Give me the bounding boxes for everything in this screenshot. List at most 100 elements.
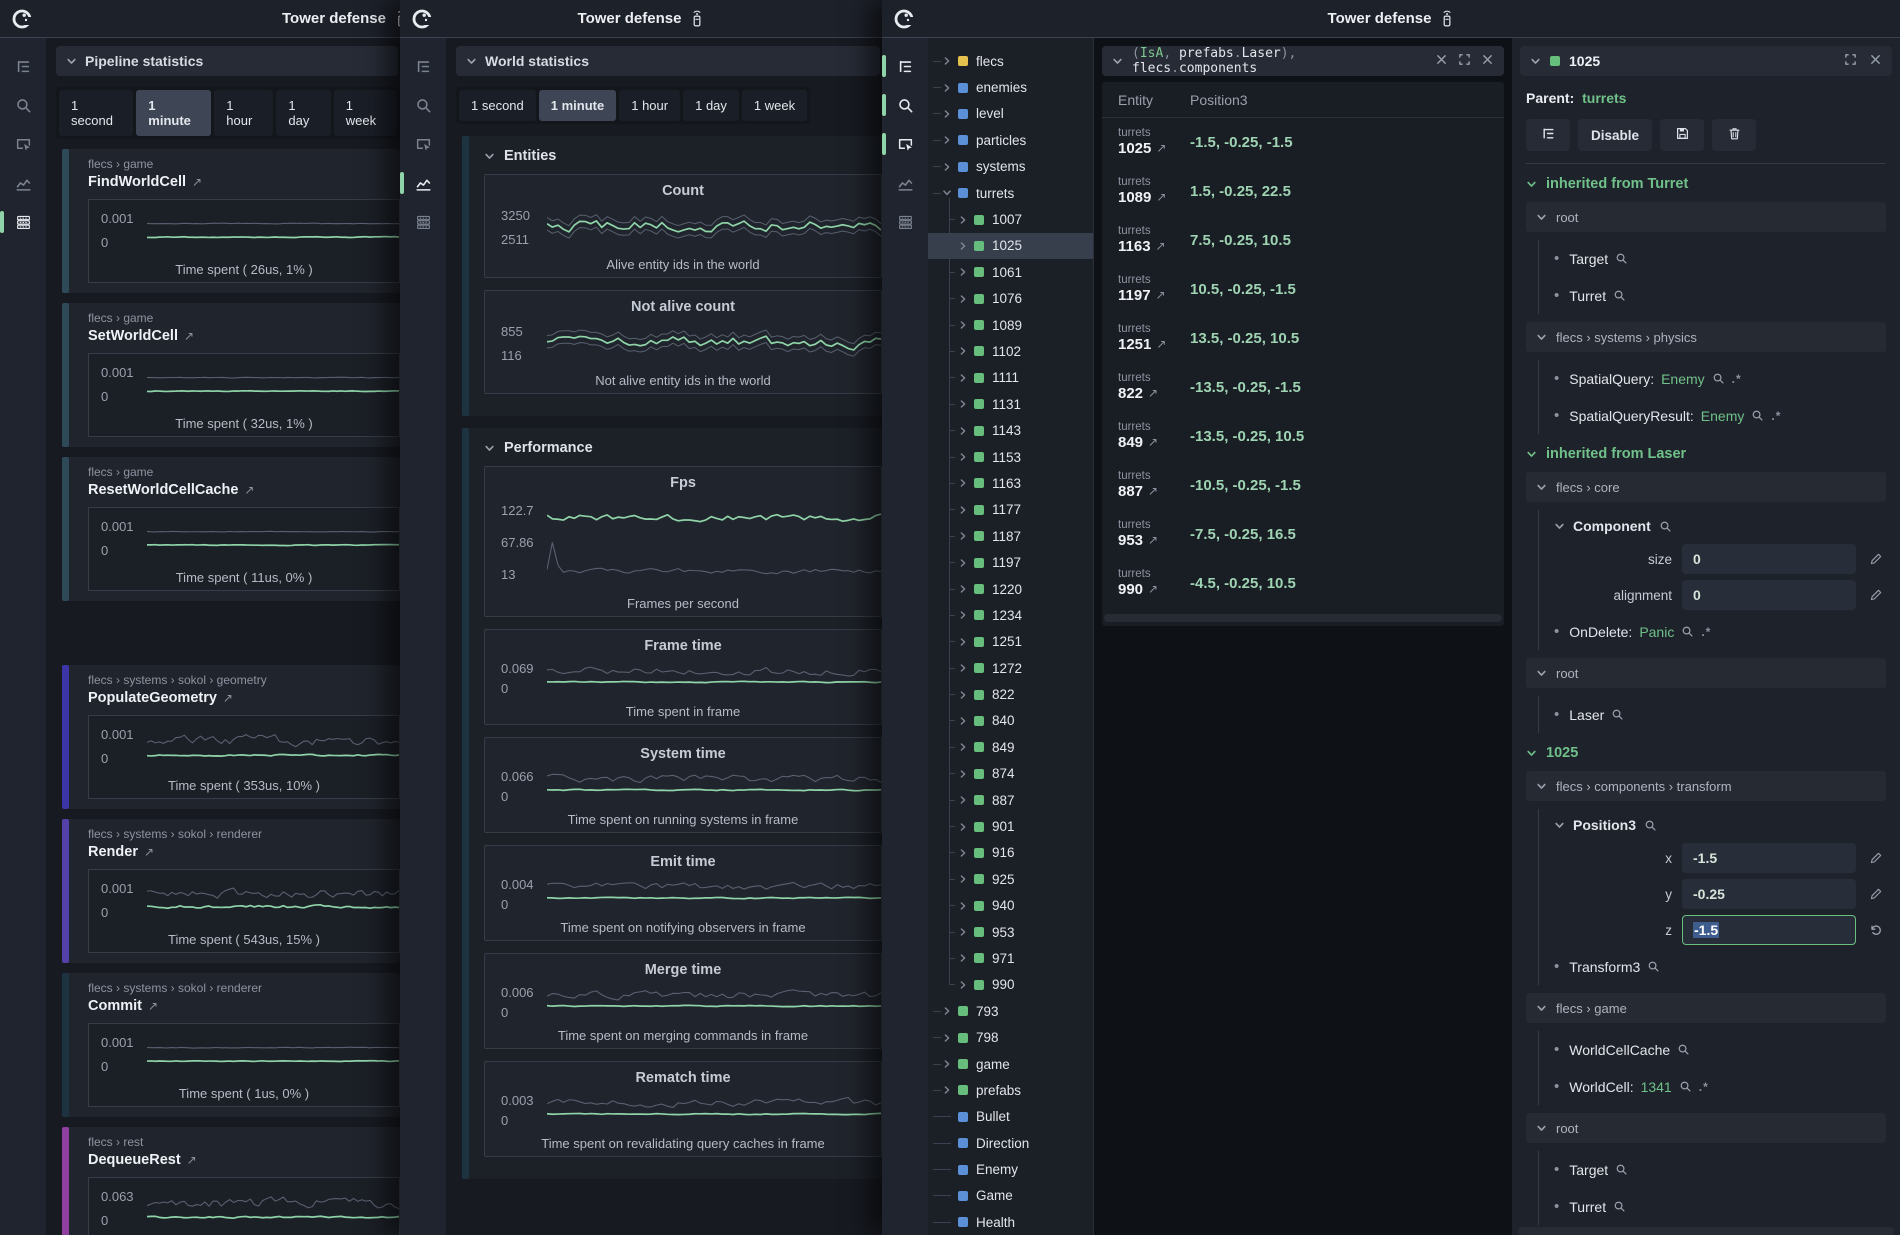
result-row-1089[interactable]: turrets 1089 ↗ 1.5, -0.25, 22.5 bbox=[1102, 167, 1504, 216]
relationship-icon[interactable]: .* bbox=[1771, 408, 1782, 423]
search-ref-icon[interactable] bbox=[1677, 1043, 1690, 1056]
clear-query-icon[interactable] bbox=[1435, 53, 1448, 70]
range-tab-1-week[interactable]: 1 week bbox=[333, 90, 397, 136]
tree-item-particles[interactable]: particles bbox=[928, 127, 1093, 153]
expand-arrow-icon[interactable] bbox=[958, 267, 974, 277]
chevron-down-icon[interactable] bbox=[1536, 1123, 1547, 1134]
tree-item-level[interactable]: level bbox=[928, 101, 1093, 127]
tree-item-916[interactable]: 916 bbox=[928, 840, 1093, 866]
field-input-z[interactable]: -1.5 bbox=[1682, 915, 1856, 945]
group-header-inherited-from-Turret[interactable]: inherited from Turret bbox=[1526, 176, 1886, 192]
open-link-icon[interactable]: ↗ bbox=[1156, 337, 1167, 352]
open-link-icon[interactable]: ↗ bbox=[1148, 484, 1159, 499]
tree-item-840[interactable]: 840 bbox=[928, 708, 1093, 734]
tree-item-Direction[interactable]: Direction bbox=[928, 1130, 1093, 1156]
range-tab-1-week[interactable]: 1 week bbox=[741, 90, 808, 121]
expand-arrow-icon[interactable] bbox=[958, 716, 974, 726]
chevron-down-icon[interactable] bbox=[484, 151, 495, 162]
expand-arrow-icon[interactable] bbox=[958, 822, 974, 832]
tree-item-1131[interactable]: 1131 bbox=[928, 391, 1093, 417]
search-icon[interactable] bbox=[406, 91, 440, 119]
tree-item-940[interactable]: 940 bbox=[928, 893, 1093, 919]
field-input-alignment[interactable]: 0 bbox=[1682, 580, 1856, 610]
open-link-icon[interactable]: ↗ bbox=[143, 845, 155, 859]
tree-view-icon[interactable] bbox=[6, 52, 40, 80]
open-link-icon[interactable]: ↗ bbox=[1148, 533, 1159, 548]
tree-view-icon[interactable] bbox=[406, 52, 440, 80]
component-value-link[interactable]: Enemy bbox=[1661, 370, 1705, 387]
expand-arrow-icon[interactable] bbox=[958, 584, 974, 594]
chevron-down-icon[interactable] bbox=[1536, 781, 1547, 792]
panel-header-pipeline-statistics[interactable]: Pipeline statistics bbox=[56, 46, 398, 76]
expand-arrow-icon[interactable] bbox=[958, 742, 974, 752]
tables-icon[interactable] bbox=[888, 208, 922, 236]
module-section-flecs-core[interactable]: flecs › core bbox=[1526, 472, 1886, 502]
expand-arrow-icon[interactable] bbox=[958, 399, 974, 409]
tree-item-1143[interactable]: 1143 bbox=[928, 417, 1093, 443]
horizontal-scrollbar[interactable] bbox=[1518, 1227, 1894, 1235]
section-header[interactable]: Entities bbox=[484, 138, 868, 174]
disable-button[interactable]: Disable bbox=[1578, 119, 1653, 151]
tree-item-1089[interactable]: 1089 bbox=[928, 312, 1093, 338]
tree-item-887[interactable]: 887 bbox=[928, 787, 1093, 813]
result-row-990[interactable]: turrets 990 ↗ -4.5, -0.25, 10.5 bbox=[1102, 559, 1504, 608]
chevron-down-icon[interactable] bbox=[1554, 820, 1565, 831]
component-row-WorldCell[interactable]: • WorldCell: 1341 .* bbox=[1526, 1068, 1886, 1105]
search-icon[interactable] bbox=[6, 91, 40, 119]
module-section-flecs-components-transform[interactable]: flecs › components › transform bbox=[1526, 771, 1886, 801]
module-section-flecs-systems-physics[interactable]: flecs › systems › physics bbox=[1526, 322, 1886, 352]
open-link-icon[interactable]: ↗ bbox=[1156, 190, 1167, 205]
save-button[interactable] bbox=[1660, 119, 1705, 151]
expand-arrow-icon[interactable] bbox=[958, 690, 974, 700]
open-link-icon[interactable]: ↗ bbox=[147, 999, 159, 1013]
inspector-icon[interactable] bbox=[406, 130, 440, 158]
tree-item-game[interactable]: game bbox=[928, 1051, 1093, 1077]
expand-arrow-icon[interactable] bbox=[942, 1033, 958, 1043]
tree-item-798[interactable]: 798 bbox=[928, 1024, 1093, 1050]
component-row-Laser[interactable]: • Laser bbox=[1526, 696, 1886, 733]
system-name-link[interactable]: Render ↗ bbox=[88, 844, 155, 860]
tree-item-1076[interactable]: 1076 bbox=[928, 286, 1093, 312]
component-row-WorldCellCache[interactable]: • WorldCellCache bbox=[1526, 1031, 1886, 1068]
expand-arrow-icon[interactable] bbox=[958, 901, 974, 911]
system-name-link[interactable]: Commit ↗ bbox=[88, 998, 159, 1014]
tree-item-793[interactable]: 793 bbox=[928, 998, 1093, 1024]
tree-item-1187[interactable]: 1187 bbox=[928, 523, 1093, 549]
group-header-1025[interactable]: 1025 bbox=[1526, 745, 1886, 761]
expand-arrow-icon[interactable] bbox=[958, 426, 974, 436]
tree-item-turrets[interactable]: turrets bbox=[928, 180, 1093, 206]
tree-item-1025[interactable]: 1025 bbox=[928, 232, 1093, 260]
component-row-Target[interactable]: • Target bbox=[1526, 1151, 1886, 1188]
system-name-link[interactable]: PopulateGeometry ↗ bbox=[88, 690, 233, 706]
chevron-down-icon[interactable] bbox=[1536, 212, 1547, 223]
entity-id-link[interactable]: 1025 ↗ bbox=[1118, 140, 1167, 158]
expand-arrow-icon[interactable] bbox=[958, 769, 974, 779]
search-ref-icon[interactable] bbox=[1613, 289, 1626, 302]
tree-item-1197[interactable]: 1197 bbox=[928, 549, 1093, 575]
open-link-icon[interactable]: ↗ bbox=[1155, 239, 1166, 254]
search-ref-icon[interactable] bbox=[1681, 625, 1694, 638]
open-link-icon[interactable]: ↗ bbox=[186, 1153, 197, 1167]
inspector-icon[interactable] bbox=[6, 130, 40, 158]
component-row-SpatialQuery[interactable]: • SpatialQuery: Enemy .* bbox=[1526, 360, 1886, 397]
range-tab-1-hour[interactable]: 1 hour bbox=[619, 90, 681, 121]
entity-id-link[interactable]: 1089 ↗ bbox=[1118, 189, 1167, 207]
module-section-flecs-game[interactable]: flecs › game bbox=[1526, 993, 1886, 1023]
chevron-down-icon[interactable] bbox=[1112, 56, 1123, 67]
search-ref-icon[interactable] bbox=[1613, 1200, 1626, 1213]
expand-arrow-icon[interactable] bbox=[958, 795, 974, 805]
result-row-1025[interactable]: turrets 1025 ↗ -1.5, -0.25, -1.5 bbox=[1102, 118, 1504, 167]
inspector-icon[interactable] bbox=[882, 130, 922, 158]
tree-item-1163[interactable]: 1163 bbox=[928, 470, 1093, 496]
expand-arrow-icon[interactable] bbox=[942, 188, 958, 198]
open-link-icon[interactable]: ↗ bbox=[1148, 435, 1159, 450]
entity-id-link[interactable]: 1197 ↗ bbox=[1118, 287, 1166, 305]
open-link-icon[interactable]: ↗ bbox=[1156, 141, 1167, 156]
search-ref-icon[interactable] bbox=[1659, 520, 1672, 533]
entity-id-link[interactable]: 887 ↗ bbox=[1118, 483, 1159, 501]
expand-arrow-icon[interactable] bbox=[942, 109, 958, 119]
open-link-icon[interactable]: ↗ bbox=[1148, 582, 1159, 597]
chevron-down-icon[interactable] bbox=[1526, 179, 1537, 190]
tree-item-1251[interactable]: 1251 bbox=[928, 629, 1093, 655]
expand-arrow-icon[interactable] bbox=[958, 953, 974, 963]
